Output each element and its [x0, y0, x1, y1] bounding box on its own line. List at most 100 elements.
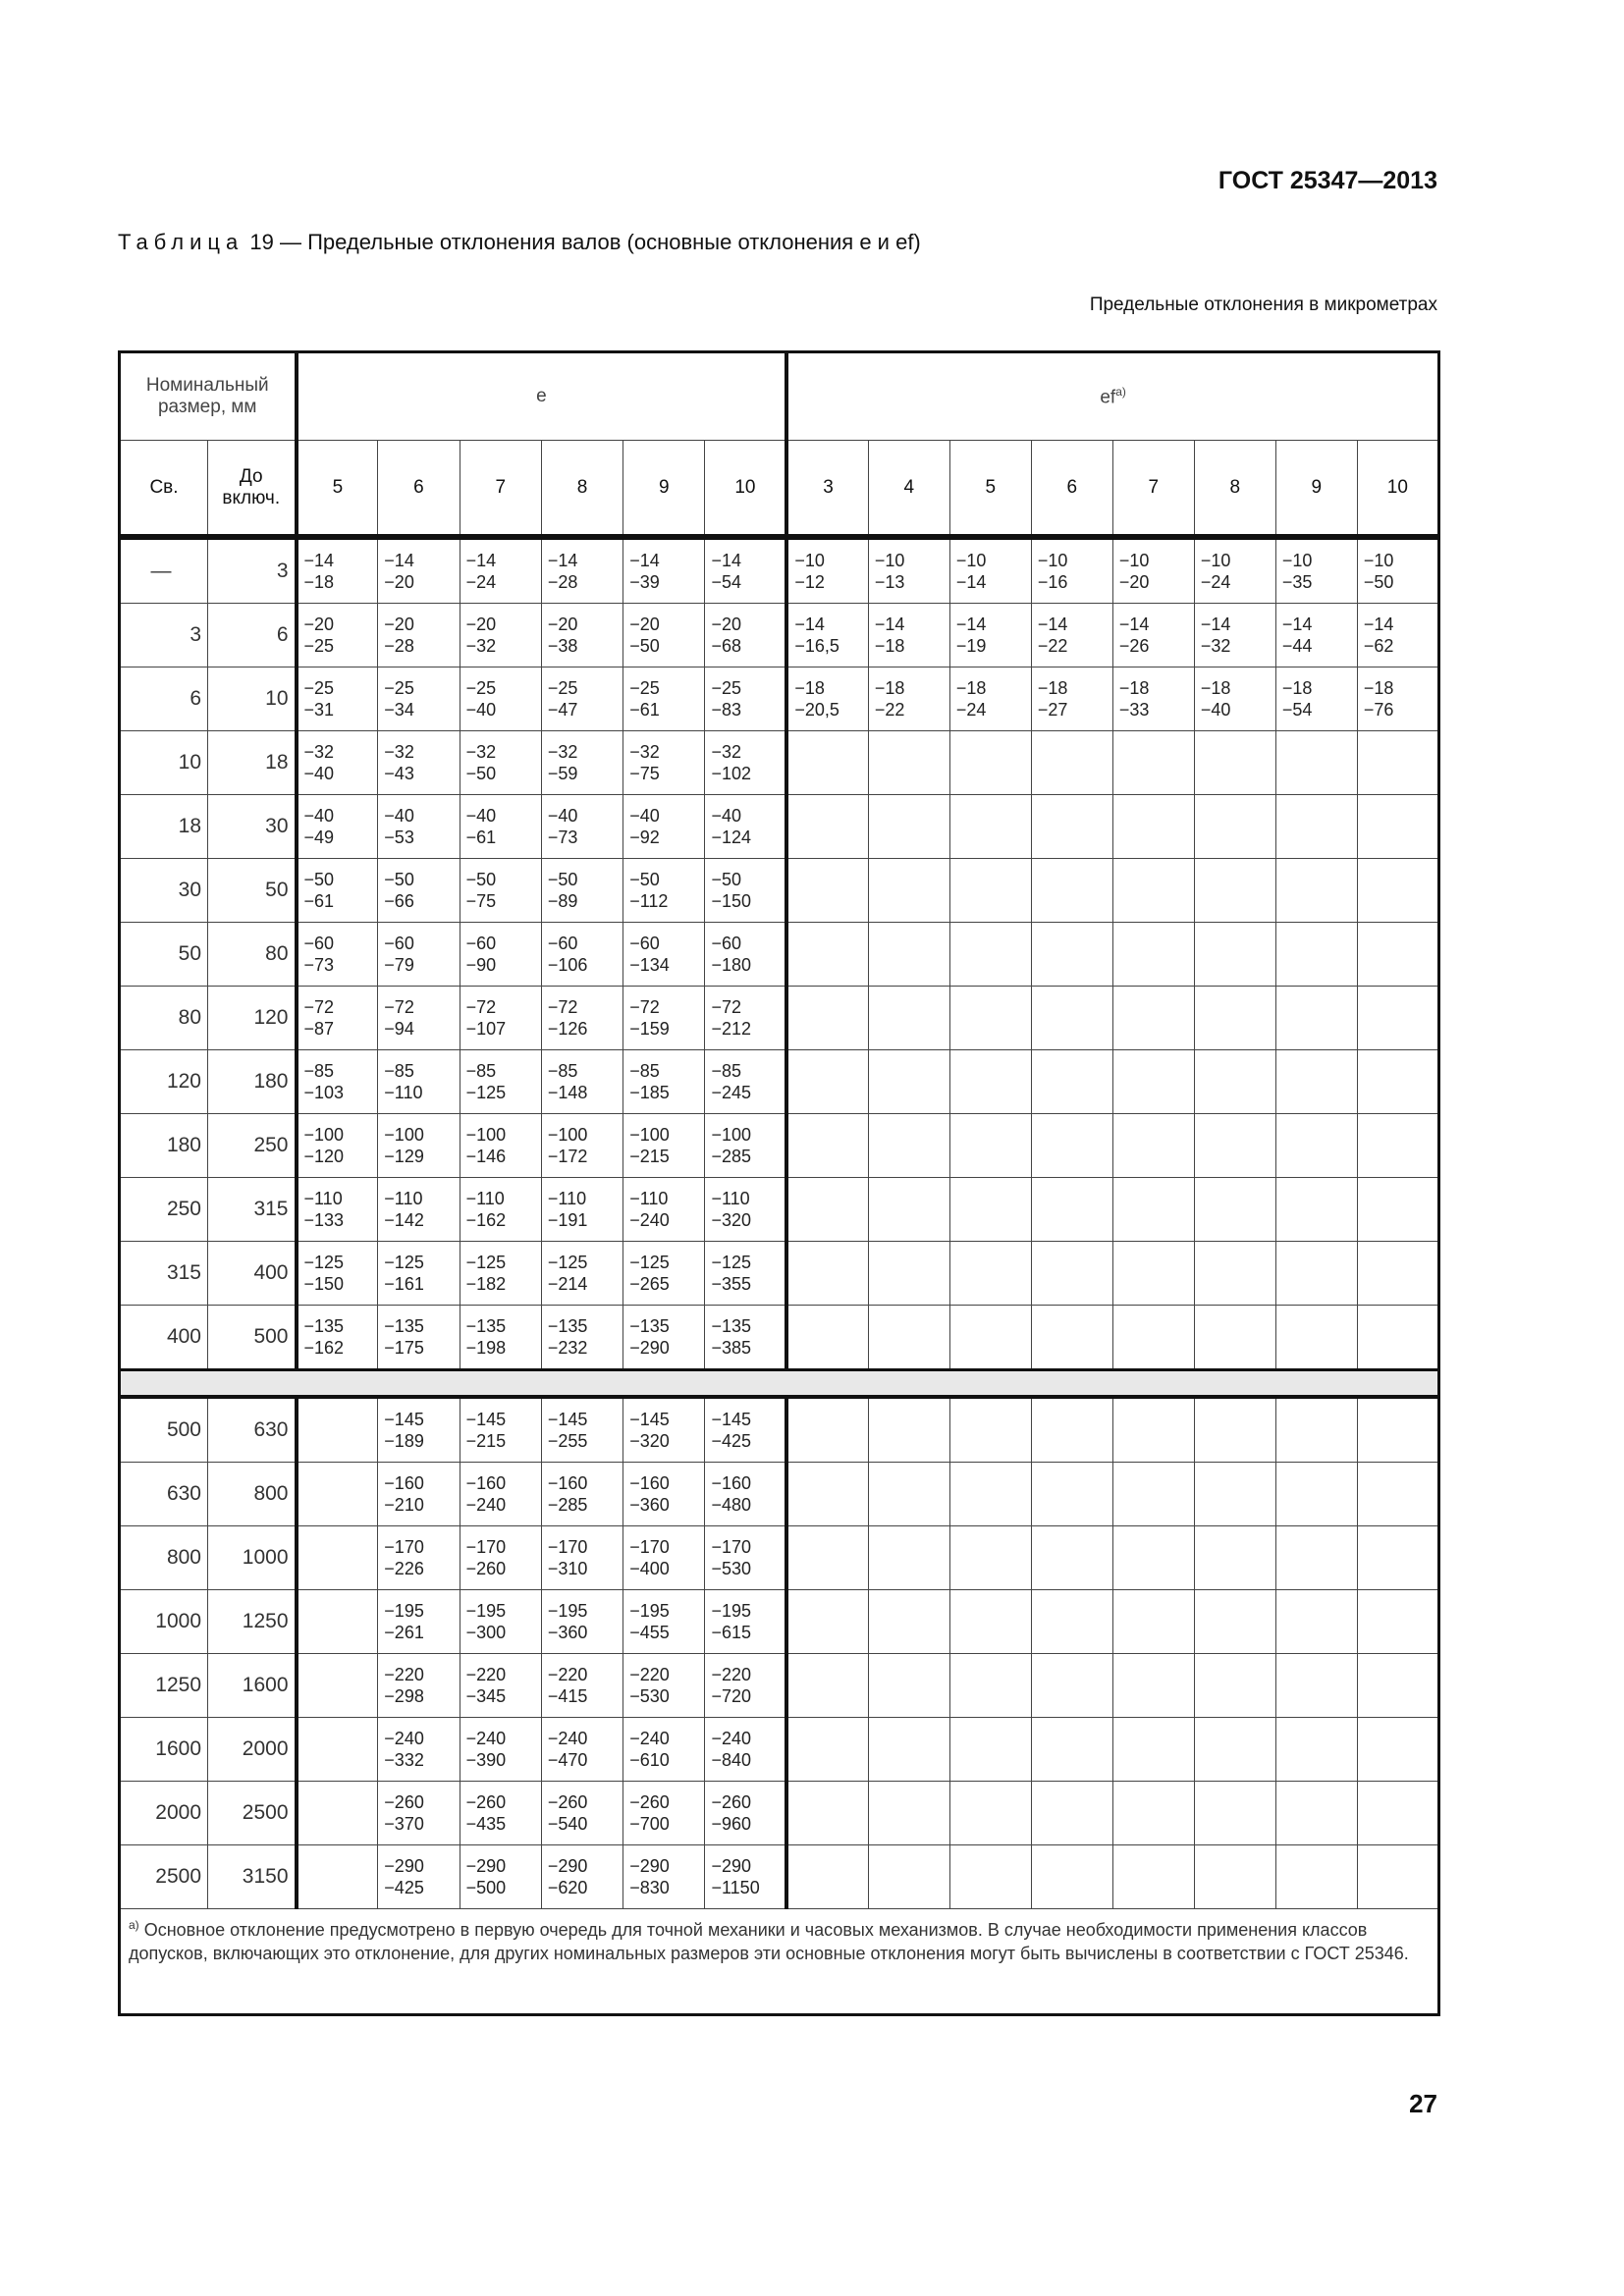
- deviation-cell: −125 −265: [623, 1241, 706, 1306]
- size-to: 800: [207, 1462, 297, 1526]
- lower-deviation: −79: [384, 955, 414, 975]
- lower-deviation: −182: [465, 1274, 507, 1294]
- deviation-cell: [867, 1049, 950, 1114]
- upper-deviation: −110: [547, 1189, 587, 1208]
- lower-deviation: −112: [629, 891, 669, 911]
- deviation-cell: [1193, 922, 1276, 987]
- deviation-cell: [1111, 1653, 1195, 1718]
- upper-deviation: −20: [465, 614, 497, 634]
- upper-deviation: −25: [303, 678, 335, 698]
- deviation-cell: [867, 1305, 950, 1370]
- deviation-cell: [294, 1844, 379, 1909]
- lower-deviation: −134: [629, 955, 670, 975]
- upper-deviation: −110: [303, 1189, 343, 1208]
- upper-deviation: −135: [303, 1316, 345, 1336]
- lower-deviation: −59: [547, 764, 578, 783]
- deviation-cell: [948, 1049, 1032, 1114]
- deviation-cell: −18 −33: [1111, 667, 1195, 731]
- lower-deviation: −300: [465, 1623, 507, 1642]
- deviation-cell: [1274, 1462, 1358, 1526]
- upper-deviation: −25: [711, 678, 742, 698]
- upper-deviation: −125: [711, 1253, 752, 1272]
- lower-deviation: −161: [384, 1274, 424, 1294]
- deviation-cell: −14 −26: [1111, 603, 1195, 667]
- lower-deviation: −370: [384, 1814, 424, 1834]
- upper-deviation: −160: [465, 1473, 507, 1493]
- lower-deviation: −61: [303, 891, 335, 911]
- deviation-cell: [785, 794, 869, 859]
- lower-deviation: −298: [384, 1686, 424, 1706]
- deviation-cell: [785, 1241, 869, 1306]
- lower-deviation: −210: [384, 1495, 424, 1515]
- upper-deviation: −240: [629, 1729, 670, 1748]
- page-number: 27: [1409, 2089, 1437, 2118]
- upper-deviation: −60: [465, 934, 497, 953]
- deviation-cell: −32 −43: [377, 730, 460, 795]
- upper-deviation: −195: [711, 1601, 752, 1621]
- upper-deviation: −10: [794, 551, 825, 570]
- table-row: —3 −14 −18 −14 −20 −14 −24 −14 −28 −14 −39 −14 −54 −1…: [119, 536, 1439, 604]
- upper-deviation: −72: [303, 997, 335, 1017]
- deviation-cell: −220 −345: [459, 1653, 542, 1718]
- lower-deviation: −26: [1118, 636, 1150, 656]
- deviation-cell: −14 −18: [294, 536, 379, 604]
- separator-row: [119, 1369, 1439, 1398]
- grade-ef-6: 6: [1030, 440, 1113, 538]
- lower-deviation: −53: [384, 828, 414, 847]
- grade-e-5: 5: [294, 440, 379, 538]
- deviation-cell: −60 −106: [540, 922, 624, 987]
- deviation-cell: [1193, 1844, 1276, 1909]
- lower-deviation: −261: [384, 1623, 424, 1642]
- upper-deviation: −40: [303, 806, 335, 826]
- deviation-cell: [1030, 1653, 1113, 1718]
- deviation-cell: −195 −455: [623, 1589, 706, 1654]
- deviation-cell: [1030, 1589, 1113, 1654]
- upper-deviation: −125: [465, 1253, 507, 1272]
- upper-deviation: −10: [1118, 551, 1150, 570]
- deviation-cell: [1030, 1717, 1113, 1782]
- upper-deviation: −32: [465, 742, 497, 762]
- upper-deviation: −32: [711, 742, 742, 762]
- deviation-cell: −40 −49: [294, 794, 379, 859]
- deviation-cell: [1193, 1177, 1276, 1242]
- deviation-cell: [294, 1653, 379, 1718]
- deviation-cell: [867, 1653, 950, 1718]
- table-row: 180 250 −100 −120 −100 −129 −100 −146 −100 −172 −1…: [119, 1113, 1439, 1178]
- deviation-cell: [1193, 986, 1276, 1050]
- deviation-cell: [1193, 1462, 1276, 1526]
- upper-deviation: −85: [384, 1061, 414, 1081]
- lower-deviation: −28: [547, 572, 578, 592]
- upper-deviation: −14: [874, 614, 905, 634]
- size-from: 800: [119, 1525, 208, 1590]
- upper-deviation: −290: [711, 1856, 752, 1876]
- lower-deviation: −125: [465, 1083, 507, 1102]
- upper-deviation: −135: [547, 1316, 588, 1336]
- size-to: 50: [207, 858, 297, 923]
- deviation-cell: [785, 1396, 869, 1463]
- size-from: —: [119, 536, 208, 604]
- lower-deviation: −255: [547, 1431, 588, 1451]
- upper-deviation: −135: [384, 1316, 424, 1336]
- deviation-cell: [1274, 1113, 1358, 1178]
- deviation-cell: [1111, 1589, 1195, 1654]
- upper-deviation: −14: [384, 551, 414, 570]
- upper-deviation: −220: [384, 1665, 424, 1684]
- size-from: 2000: [119, 1781, 208, 1845]
- upper-deviation: −60: [303, 934, 335, 953]
- deviation-cell: [1030, 1049, 1113, 1114]
- lower-deviation: −150: [303, 1274, 345, 1294]
- size-from: 1250: [119, 1653, 208, 1718]
- lower-deviation: −107: [465, 1019, 507, 1039]
- upper-deviation: −50: [711, 870, 742, 889]
- upper-deviation: −85: [629, 1061, 660, 1081]
- lower-deviation: −103: [303, 1083, 345, 1102]
- upper-deviation: −40: [629, 806, 660, 826]
- deviation-cell: −18 −27: [1030, 667, 1113, 731]
- deviation-cell: [867, 986, 950, 1050]
- lower-deviation: −120: [303, 1147, 345, 1166]
- lower-deviation: −87: [303, 1019, 335, 1039]
- lower-deviation: −66: [384, 891, 414, 911]
- size-from: 10: [119, 730, 208, 795]
- lower-deviation: −310: [547, 1559, 588, 1578]
- deviation-cell: −240 −840: [704, 1717, 787, 1782]
